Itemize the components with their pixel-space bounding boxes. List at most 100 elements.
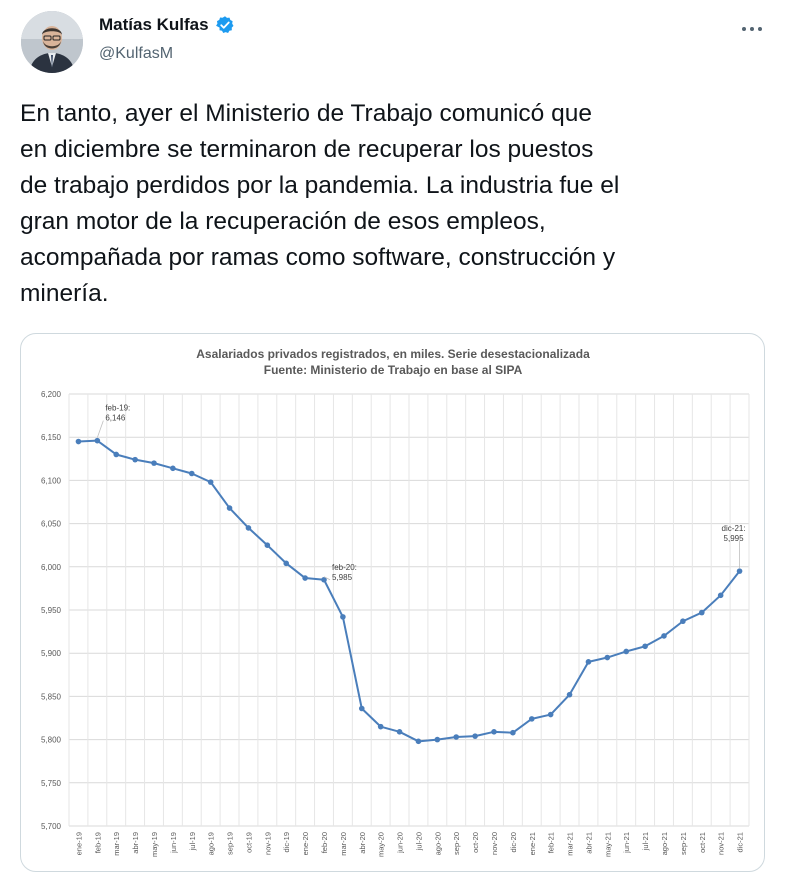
tweet-media-chart[interactable]: Asalariados privados registrados, en mil… (20, 333, 765, 872)
x-tick-label: dic-20 (509, 832, 518, 852)
data-point (113, 451, 120, 458)
y-tick-label: 6,050 (41, 520, 62, 529)
x-axis-ticks: ene-19 feb-19 mar-19 abr-19 may-19 jun-19 jul-… (74, 832, 744, 857)
chart-grid (68, 393, 750, 827)
annotation-label: dic-21: (722, 524, 746, 533)
x-tick-label: ago-21 (660, 832, 669, 855)
x-tick-label: feb-20 (320, 832, 329, 853)
data-point (340, 614, 346, 620)
x-tick-label: sep-19 (226, 832, 235, 855)
y-tick-label: 5,950 (41, 606, 62, 615)
author-avatar[interactable] (21, 11, 83, 73)
x-tick-label: may-19 (150, 832, 159, 857)
x-tick-label: abr-20 (358, 832, 367, 854)
author-name[interactable]: Matías Kulfas (99, 15, 209, 34)
data-point (547, 711, 554, 718)
x-tick-label: feb-21 (547, 832, 556, 853)
y-tick-label: 5,850 (41, 692, 62, 701)
x-tick-label: dic-21 (736, 832, 745, 852)
data-point (170, 465, 176, 472)
x-tick-label: oct-21 (698, 832, 707, 853)
data-point (434, 736, 441, 743)
annotation-leader (323, 576, 331, 581)
data-point (396, 729, 403, 735)
data-point (302, 575, 308, 581)
data-point (188, 470, 195, 477)
y-tick-label: 5,750 (41, 779, 62, 788)
data-point (321, 576, 327, 583)
data-point (415, 738, 422, 745)
annotation-value: 5,985 (332, 573, 353, 582)
data-point (566, 691, 573, 698)
line-chart: Asalariados privados registrados, en mil… (41, 347, 750, 857)
annotation-label: feb-20: (332, 563, 357, 572)
x-tick-label: may-21 (603, 832, 612, 857)
y-tick-label: 6,200 (41, 390, 62, 399)
x-tick-label: ago-19 (207, 832, 216, 855)
x-tick-label: mar-19 (112, 832, 121, 856)
author-name-row: Matías Kulfas (99, 15, 235, 35)
x-tick-label: oct-19 (244, 832, 253, 853)
person-avatar-icon (21, 11, 83, 73)
x-tick-label: jun-19 (169, 832, 178, 854)
tweet-header: Matías Kulfas @KulfasM (0, 0, 800, 90)
data-point (680, 618, 686, 625)
x-tick-label: jun-21 (622, 832, 631, 854)
verified-badge-icon (215, 15, 235, 35)
data-point (623, 648, 630, 655)
x-tick-label: dic-19 (282, 832, 291, 852)
data-point (453, 734, 460, 740)
x-tick-label: oct-20 (471, 832, 480, 853)
data-point (604, 654, 611, 661)
x-tick-label: nov-20 (490, 832, 499, 855)
x-tick-label: abr-19 (131, 832, 140, 854)
data-point (358, 705, 365, 712)
data-point (264, 542, 271, 548)
chart-title: Asalariados privados registrados, en mil… (196, 347, 590, 361)
data-point (585, 659, 592, 665)
data-point (717, 592, 724, 599)
more-options-button[interactable] (737, 14, 767, 44)
data-point (510, 729, 516, 736)
x-tick-label: sep-20 (452, 832, 461, 855)
data-point (528, 716, 535, 722)
x-tick-label: nov-19 (263, 832, 272, 855)
x-tick-label: ago-20 (433, 832, 442, 855)
series-line (78, 439, 741, 743)
x-tick-label: nov-21 (717, 832, 726, 855)
y-tick-label: 6,100 (41, 476, 62, 485)
data-point (491, 729, 497, 735)
data-point (377, 723, 384, 730)
x-tick-label: mar-20 (339, 832, 348, 856)
data-point (736, 568, 743, 574)
annotation-label: feb-19: (105, 404, 130, 413)
data-point (94, 437, 101, 444)
x-tick-label: mar-21 (566, 832, 575, 856)
x-tick-label: abr-21 (584, 832, 593, 854)
x-tick-label: ene-20 (301, 832, 310, 855)
y-tick-label: 5,900 (41, 649, 62, 658)
y-tick-label: 5,800 (41, 736, 62, 745)
y-tick-label: 6,150 (41, 433, 62, 442)
x-tick-label: may-20 (377, 832, 386, 857)
x-tick-label: jul-21 (641, 832, 650, 851)
x-tick-label: sep-21 (679, 832, 688, 855)
x-tick-label: jun-20 (396, 832, 405, 854)
y-tick-label: 5,700 (41, 822, 62, 831)
chart-series (75, 437, 743, 745)
chart-subtitle: Fuente: Ministerio de Trabajo en base al… (264, 363, 523, 377)
data-point (245, 525, 252, 531)
author-handle[interactable]: @KulfasM (99, 45, 174, 62)
data-point (698, 609, 705, 616)
y-axis-ticks: 6,200 6,150 6,100 6,050 6,000 5,950 5,900 5,850… (41, 390, 62, 831)
data-point (151, 460, 157, 466)
y-tick-label: 6,000 (41, 563, 62, 572)
data-point (472, 733, 478, 739)
x-tick-label: ene-21 (528, 832, 537, 855)
data-point (661, 633, 667, 639)
annotation-value: 6,146 (105, 414, 126, 423)
tweet-text: En tanto, ayer el Ministerio de Trabajo … (20, 100, 620, 307)
annotation-value: 5,995 (724, 534, 745, 543)
data-point (207, 479, 214, 485)
data-point (226, 505, 233, 511)
